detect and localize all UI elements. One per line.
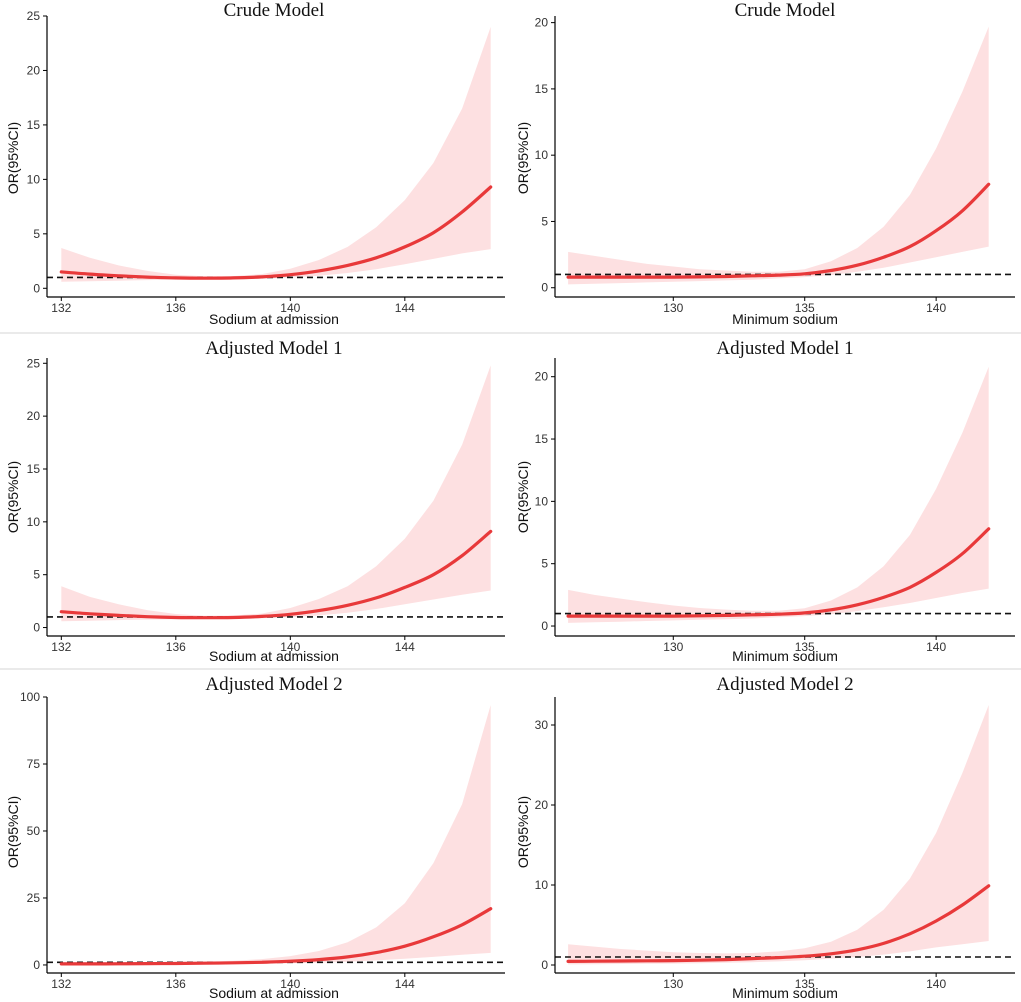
y-tick-label: 25 bbox=[27, 356, 41, 370]
x-tick-label: 136 bbox=[166, 301, 186, 315]
y-tick-label: 75 bbox=[27, 757, 41, 771]
plot-area: 0 5 10 15 20 130 135 140 bbox=[535, 16, 1015, 315]
y-tick-label: 15 bbox=[27, 118, 41, 132]
chart-title: Crude Model bbox=[224, 0, 325, 21]
chart-panel-adjusted2-admission: Adjusted Model 2 OR(95%CI) Sodium at adm… bbox=[5, 674, 505, 1001]
x-tick-label: 140 bbox=[280, 301, 300, 315]
x-axis-label: Minimum sodium bbox=[732, 648, 838, 664]
y-tick-label: 10 bbox=[27, 172, 41, 186]
or-curve bbox=[59, 529, 493, 620]
ci-band bbox=[568, 366, 989, 623]
x-tick-label: 136 bbox=[166, 977, 186, 991]
plot-area: 0 5 10 15 20 130 135 140 bbox=[535, 358, 1015, 654]
y-tick-label: 20 bbox=[27, 63, 41, 77]
y-tick-label: 5 bbox=[33, 568, 40, 582]
x-axis-label: Sodium at admission bbox=[209, 311, 339, 327]
y-tick-label: 0 bbox=[33, 958, 40, 972]
plot-area: 0 5 10 15 20 25 132 136 140 144 bbox=[27, 9, 505, 315]
y-tick-label: 20 bbox=[535, 16, 549, 30]
ci-band bbox=[568, 705, 989, 965]
y-tick-label: 20 bbox=[535, 370, 549, 384]
or-curve bbox=[59, 185, 493, 280]
ci-band bbox=[61, 365, 491, 622]
plot-area: 0 5 10 15 20 25 132 136 140 144 bbox=[27, 356, 505, 654]
ci-band bbox=[61, 705, 491, 965]
or-curve bbox=[566, 182, 991, 279]
y-axis-label: OR(95%CI) bbox=[5, 122, 21, 194]
x-axis-label: Sodium at admission bbox=[209, 985, 339, 1001]
y-axis-label: OR(95%CI) bbox=[515, 461, 531, 533]
x-tick-label: 130 bbox=[663, 640, 683, 654]
y-tick-label: 15 bbox=[535, 432, 549, 446]
y-tick-label: 10 bbox=[535, 878, 549, 892]
y-tick-label: 0 bbox=[33, 621, 40, 635]
y-tick-label: 0 bbox=[541, 958, 548, 972]
y-tick-label: 25 bbox=[27, 891, 41, 905]
chart-title: Adjusted Model 2 bbox=[205, 674, 342, 695]
x-tick-label: 130 bbox=[663, 301, 683, 315]
x-tick-label: 140 bbox=[926, 977, 946, 991]
chart-panel-adjusted1-minimum: Adjusted Model 1 OR(95%CI) Minimum sodiu… bbox=[515, 338, 1015, 664]
chart-title: Adjusted Model 1 bbox=[716, 338, 853, 359]
chart-title: Adjusted Model 1 bbox=[205, 338, 342, 359]
y-axis-label: OR(95%CI) bbox=[5, 796, 21, 868]
x-tick-label: 140 bbox=[280, 640, 300, 654]
y-tick-label: 15 bbox=[27, 462, 41, 476]
or-curve bbox=[59, 907, 493, 966]
x-tick-label: 136 bbox=[166, 640, 186, 654]
x-axis-label: Sodium at admission bbox=[209, 648, 339, 664]
ci-band bbox=[568, 26, 989, 285]
y-tick-label: 20 bbox=[27, 409, 41, 423]
y-tick-label: 10 bbox=[535, 148, 549, 162]
ci-band bbox=[61, 26, 491, 282]
y-tick-label: 0 bbox=[33, 281, 40, 295]
or-curve bbox=[566, 527, 991, 618]
y-tick-label: 20 bbox=[535, 798, 549, 812]
y-tick-label: 15 bbox=[535, 82, 549, 96]
y-tick-label: 0 bbox=[541, 619, 548, 633]
plot-area: 0 25 50 75 100 132 136 140 144 bbox=[20, 690, 505, 991]
x-tick-label: 140 bbox=[926, 301, 946, 315]
x-tick-label: 132 bbox=[51, 977, 71, 991]
x-tick-label: 144 bbox=[395, 301, 415, 315]
plot-area: 0 10 20 30 130 135 140 bbox=[535, 697, 1015, 991]
x-tick-label: 140 bbox=[280, 977, 300, 991]
x-tick-label: 135 bbox=[795, 640, 815, 654]
y-tick-label: 5 bbox=[541, 214, 548, 228]
chart-panel-crude-admission: Crude Model OR(95%CI) Sodium at admissio… bbox=[5, 0, 505, 327]
x-tick-label: 135 bbox=[795, 977, 815, 991]
y-tick-label: 30 bbox=[535, 718, 549, 732]
y-axis-label: OR(95%CI) bbox=[515, 122, 531, 194]
y-tick-label: 50 bbox=[27, 824, 41, 838]
y-axis-label: OR(95%CI) bbox=[515, 796, 531, 868]
y-tick-label: 10 bbox=[535, 494, 549, 508]
x-tick-label: 132 bbox=[51, 640, 71, 654]
x-tick-label: 144 bbox=[395, 640, 415, 654]
y-tick-label: 5 bbox=[33, 227, 40, 241]
y-tick-label: 5 bbox=[541, 557, 548, 571]
or-curve bbox=[566, 884, 991, 963]
x-tick-label: 144 bbox=[395, 977, 415, 991]
y-tick-label: 10 bbox=[27, 515, 41, 529]
x-axis-label: Minimum sodium bbox=[732, 311, 838, 327]
x-tick-label: 130 bbox=[663, 977, 683, 991]
chart-panel-adjusted1-admission: Adjusted Model 1 OR(95%CI) Sodium at adm… bbox=[5, 338, 505, 664]
chart-title: Adjusted Model 2 bbox=[716, 674, 853, 695]
chart-panel-crude-minimum: Crude Model OR(95%CI) Minimum sodium 0 5 1… bbox=[515, 0, 1015, 327]
x-axis-label: Minimum sodium bbox=[732, 985, 838, 1001]
x-tick-label: 140 bbox=[926, 640, 946, 654]
chart-title: Crude Model bbox=[735, 0, 836, 21]
chart-panel-adjusted2-minimum: Adjusted Model 2 OR(95%CI) Minimum sodiu… bbox=[515, 674, 1015, 1001]
x-tick-label: 135 bbox=[795, 301, 815, 315]
y-tick-label: 25 bbox=[27, 9, 41, 23]
y-tick-label: 100 bbox=[20, 690, 40, 704]
y-tick-label: 0 bbox=[541, 281, 548, 295]
x-tick-label: 132 bbox=[51, 301, 71, 315]
y-axis-label: OR(95%CI) bbox=[5, 461, 21, 533]
